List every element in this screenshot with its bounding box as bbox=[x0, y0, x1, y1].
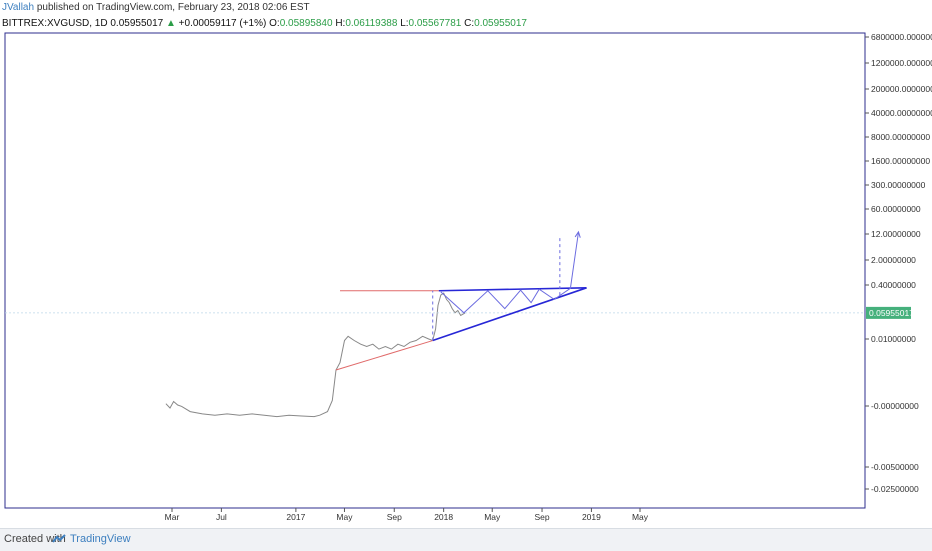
y-tick-label: -0.00000000 bbox=[871, 401, 919, 411]
symbol-label: BITTREX:XVGUSD, 1D bbox=[2, 18, 108, 29]
current-price-label: 0.05955017 bbox=[869, 308, 914, 318]
author-name[interactable]: JVallah bbox=[2, 2, 35, 13]
tradingview-logo-icon bbox=[52, 534, 66, 543]
y-tick-label: 0.40000000 bbox=[871, 280, 916, 290]
x-tick-label: 2017 bbox=[286, 512, 305, 522]
y-tick-label: 300.00000000 bbox=[871, 180, 926, 190]
tradingview-brand-link[interactable]: TradingView bbox=[70, 533, 131, 545]
high-label: H: bbox=[335, 18, 346, 29]
y-tick-label: -0.00500000 bbox=[871, 462, 919, 472]
support-line bbox=[335, 340, 433, 371]
x-tick-label: 2019 bbox=[582, 512, 601, 522]
chart-header-line-1: JVallah published on TradingView.com, Fe… bbox=[2, 2, 310, 13]
chart-header-line-2: BITTREX:XVGUSD, 1D 0.05955017 ▲ +0.00059… bbox=[2, 18, 527, 29]
price-change: +0.00059117 (+1%) bbox=[178, 18, 267, 29]
y-tick-label: 1600.00000000 bbox=[871, 156, 930, 166]
arrow-head-icon bbox=[574, 230, 581, 238]
price-line bbox=[165, 292, 466, 418]
y-tick-label: 0.01000000 bbox=[871, 334, 916, 344]
x-tick-label: Sep bbox=[387, 512, 402, 522]
x-tick-label: May bbox=[632, 512, 649, 522]
open-value: 0.05895840 bbox=[279, 18, 333, 29]
y-tick-label: 60.00000000 bbox=[871, 204, 921, 214]
projection-path bbox=[440, 231, 579, 314]
current-price-badge bbox=[866, 306, 911, 319]
footer-bar: Created with TradingView bbox=[0, 528, 932, 551]
x-tick-label: Jul bbox=[216, 512, 227, 522]
y-tick-label: 6800000.00000000 bbox=[871, 32, 932, 42]
x-tick-label: May bbox=[336, 512, 353, 522]
low-value: 0.05567781 bbox=[408, 18, 462, 29]
open-label: O: bbox=[269, 18, 280, 29]
last-price: 0.05955017 bbox=[110, 18, 164, 29]
close-value: 0.05955017 bbox=[474, 18, 527, 29]
triangle-top-line bbox=[438, 287, 587, 292]
plot-frame bbox=[4, 32, 866, 509]
low-label: L: bbox=[400, 18, 409, 29]
publish-info: published on TradingView.com, February 2… bbox=[36, 2, 310, 13]
high-value: 0.06119388 bbox=[345, 18, 398, 29]
up-arrow-icon: ▲ bbox=[165, 18, 176, 29]
triangle-bottom-line bbox=[432, 287, 587, 342]
created-with-text: Created with bbox=[4, 533, 66, 545]
x-tick-label: 2018 bbox=[434, 512, 453, 522]
x-tick-label: May bbox=[484, 512, 501, 522]
y-tick-label: 8000.00000000 bbox=[871, 132, 930, 142]
y-tick-label: 2.00000000 bbox=[871, 255, 916, 265]
x-tick-label: Mar bbox=[165, 512, 180, 522]
y-tick-label: 12.00000000 bbox=[871, 229, 921, 239]
x-tick-label: Sep bbox=[534, 512, 549, 522]
price-chart[interactable]: 6800000.00000000 1200000.00000000 200000.0… bbox=[0, 0, 932, 528]
y-tick-label: 40000.00000000 bbox=[871, 108, 932, 118]
y-tick-label: 1200000.00000000 bbox=[871, 58, 932, 68]
close-label: C: bbox=[464, 18, 475, 29]
y-tick-label: -0.02500000 bbox=[871, 484, 919, 494]
y-tick-label: 200000.00000000 bbox=[871, 84, 932, 94]
